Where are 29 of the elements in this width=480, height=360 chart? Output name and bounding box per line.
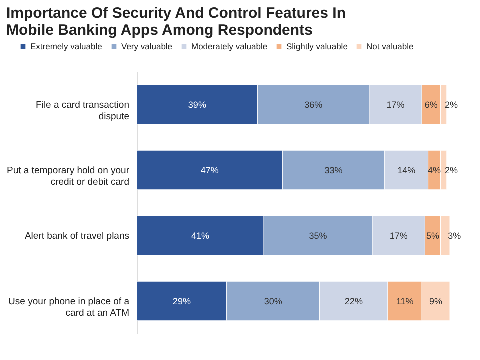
data-label: 29% xyxy=(172,296,191,306)
data-label: 41% xyxy=(192,230,210,241)
data-label: 14% xyxy=(398,165,416,176)
y-tick-label: Alert bank of travel plans xyxy=(24,230,130,242)
data-label: 17% xyxy=(390,230,408,241)
data-label: 2% xyxy=(445,100,458,110)
data-label: 33% xyxy=(324,165,343,176)
y-tick-label: Put a temporary hold on your credit or debit card xyxy=(6,165,130,188)
data-label: 22% xyxy=(344,296,363,306)
data-label: 5% xyxy=(426,230,440,241)
legend-label: Very valuable xyxy=(122,42,173,52)
legend-label: Extremely valuable xyxy=(30,42,103,52)
chart-title: Importance Of Security And Control Features In Mobile Banking Apps Among Respondents xyxy=(6,5,346,39)
data-label: 6% xyxy=(424,100,438,110)
legend-label: Slightly valuable xyxy=(286,42,348,52)
data-label: 39% xyxy=(188,100,206,110)
legend-label: Moderately valuable xyxy=(192,42,268,52)
data-label: 11% xyxy=(396,296,414,306)
data-label: 17% xyxy=(386,100,405,110)
y-tick-label: Use your phone in place of a card at an ATM xyxy=(8,296,130,319)
data-label: 2% xyxy=(445,165,458,176)
y-tick-label: File a card transaction dispute xyxy=(36,100,130,122)
data-label: 3% xyxy=(448,230,462,241)
data-label: 36% xyxy=(304,100,323,110)
data-label: 47% xyxy=(200,165,219,176)
data-label: 30% xyxy=(264,296,282,306)
legend-label: Not valuable xyxy=(366,42,414,52)
data-label: 9% xyxy=(430,296,443,306)
data-label: 35% xyxy=(309,230,328,241)
